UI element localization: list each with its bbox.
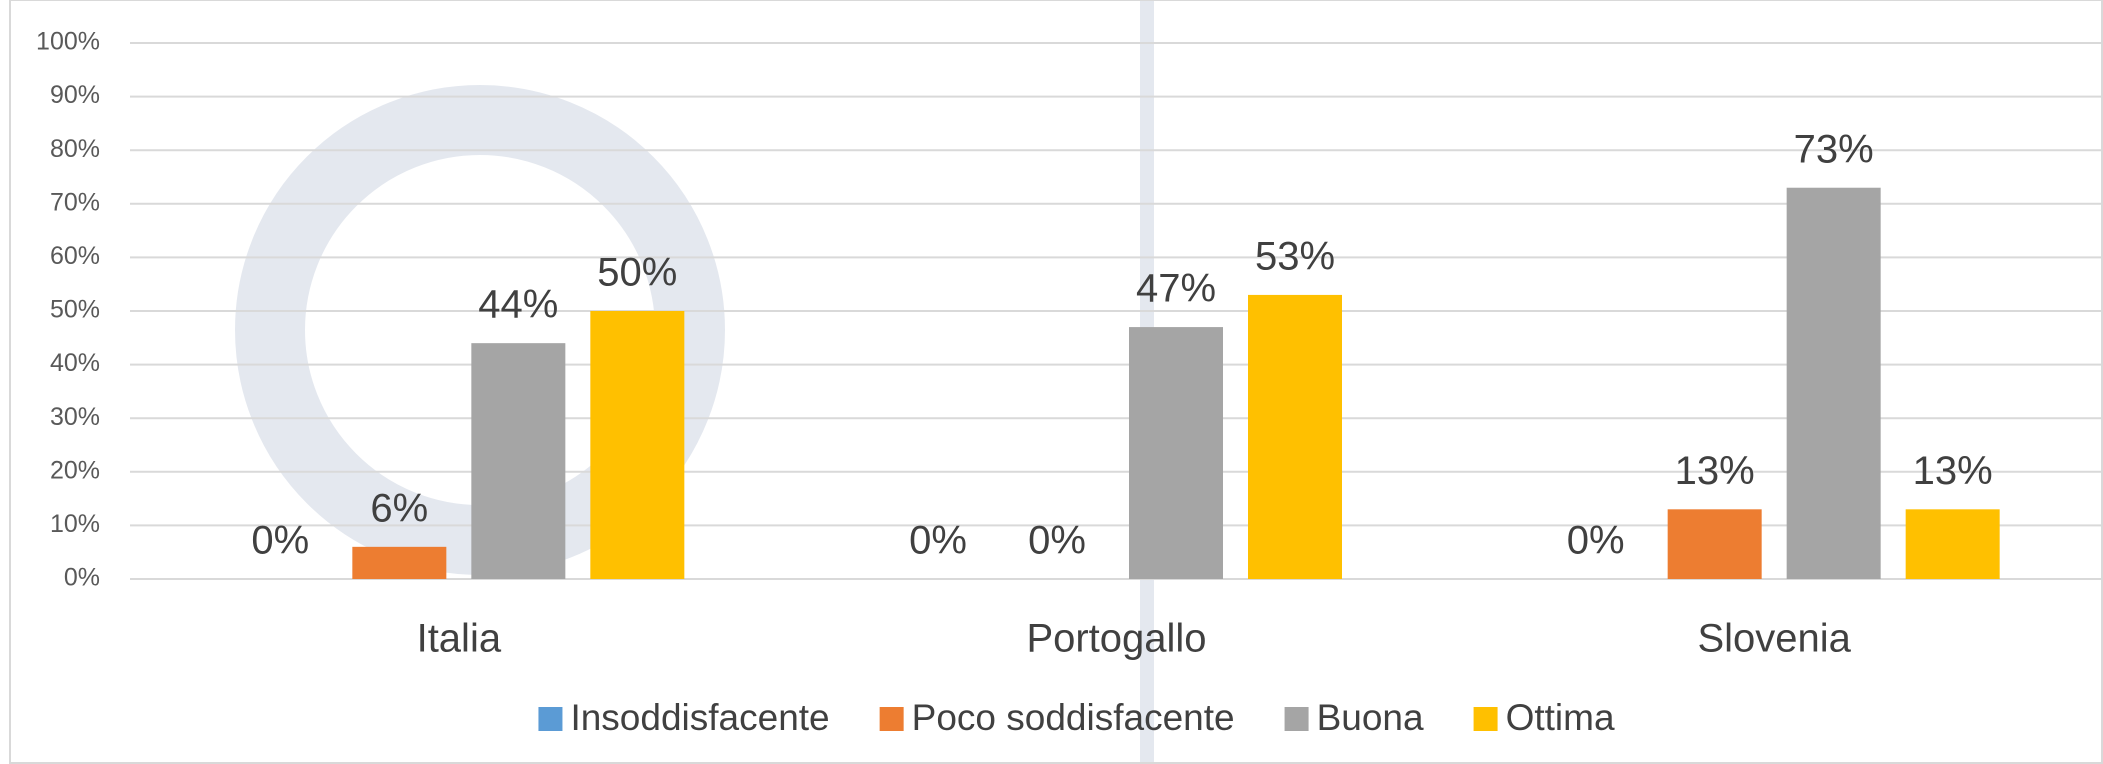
bar: [471, 343, 565, 579]
data-label: 44%: [478, 283, 558, 327]
y-tick-label: 40%: [50, 349, 100, 377]
y-tick-label: 90%: [50, 81, 100, 109]
y-tick-label: 70%: [50, 188, 100, 216]
data-label: 6%: [370, 486, 428, 530]
bar: [1787, 188, 1881, 579]
y-tick-label: 100%: [36, 28, 100, 56]
data-label: 0%: [1028, 519, 1086, 563]
chart: 0% 10% 20% 30% 40% 50% 60% 70% 80% 90% 100% Italia 0…: [0, 0, 2103, 764]
y-tick-label: 50%: [50, 296, 100, 324]
y-tick-label: 30%: [50, 403, 100, 431]
y-tick-label: 10%: [50, 510, 100, 538]
data-label: 53%: [1255, 234, 1335, 278]
legend-label: Ottima: [1506, 697, 1615, 738]
x-tick-label: Slovenia: [1697, 617, 1851, 661]
y-tick-label: 60%: [50, 242, 100, 270]
legend-label: Insoddisfacente: [570, 697, 829, 738]
x-tick-label: Portogallo: [1026, 617, 1206, 661]
data-label: 73%: [1794, 127, 1874, 171]
bar: [1906, 509, 2000, 579]
bar: [1668, 509, 1762, 579]
data-label: 0%: [909, 519, 967, 563]
legend-label: Buona: [1317, 697, 1424, 738]
bar: [352, 547, 446, 579]
y-tick-label: 20%: [50, 456, 100, 484]
legend-swatch: [1474, 707, 1498, 731]
y-tick-label: 0%: [64, 564, 100, 592]
data-label: 50%: [597, 251, 677, 295]
data-label: 47%: [1136, 267, 1216, 311]
legend-swatch: [1285, 707, 1309, 731]
x-tick-label: Italia: [417, 617, 502, 661]
data-label: 0%: [251, 519, 309, 563]
y-tick-label: 80%: [50, 135, 100, 163]
data-label: 13%: [1675, 449, 1755, 493]
data-label: 0%: [1567, 519, 1625, 563]
legend-swatch: [880, 707, 904, 731]
data-label: 13%: [1913, 449, 1993, 493]
legend-label: Poco soddisfacente: [912, 697, 1235, 738]
bar: [1248, 295, 1342, 579]
bar: [1129, 327, 1223, 579]
legend-swatch: [538, 707, 562, 731]
bar: [590, 311, 684, 579]
